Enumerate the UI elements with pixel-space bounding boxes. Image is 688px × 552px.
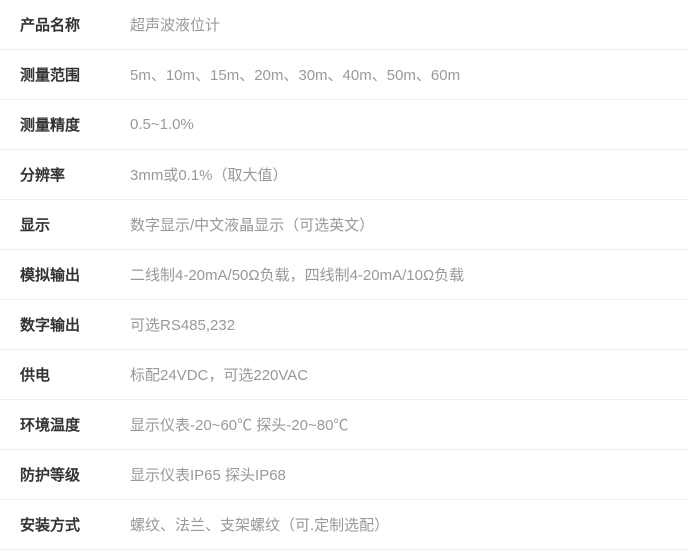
spec-label: 模拟输出 [20,264,130,285]
spec-value: 可选RS485,232 [130,314,668,335]
spec-value: 显示仪表IP65 探头IP68 [130,464,668,485]
spec-label: 分辨率 [20,164,130,185]
spec-table: 产品名称 超声波液位计 测量范围 5m、10m、15m、20m、30m、40m、… [0,0,688,550]
spec-label: 测量范围 [20,64,130,85]
spec-label: 产品名称 [20,14,130,35]
table-row: 测量精度 0.5~1.0% [0,100,688,150]
table-row: 分辨率 3mm或0.1%（取大值） [0,150,688,200]
table-row: 测量范围 5m、10m、15m、20m、30m、40m、50m、60m [0,50,688,100]
spec-value: 标配24VDC，可选220VAC [130,364,668,385]
table-row: 安装方式 螺纹、法兰、支架螺纹（可.定制选配） [0,500,688,550]
spec-label: 数字输出 [20,314,130,335]
table-row: 模拟输出 二线制4-20mA/50Ω负载，四线制4-20mA/10Ω负载 [0,250,688,300]
table-row: 防护等级 显示仪表IP65 探头IP68 [0,450,688,500]
spec-value: 超声波液位计 [130,14,668,35]
table-row: 供电 标配24VDC，可选220VAC [0,350,688,400]
spec-label: 显示 [20,214,130,235]
spec-value: 5m、10m、15m、20m、30m、40m、50m、60m [130,64,668,85]
spec-label: 测量精度 [20,114,130,135]
spec-value: 二线制4-20mA/50Ω负载，四线制4-20mA/10Ω负载 [130,264,668,285]
spec-label: 环境温度 [20,414,130,435]
spec-value: 0.5~1.0% [130,116,668,133]
spec-label: 供电 [20,364,130,385]
spec-label: 防护等级 [20,464,130,485]
table-row: 环境温度 显示仪表-20~60℃ 探头-20~80℃ [0,400,688,450]
spec-value: 螺纹、法兰、支架螺纹（可.定制选配） [130,514,668,535]
table-row: 产品名称 超声波液位计 [0,0,688,50]
spec-value: 数字显示/中文液晶显示（可选英文） [130,214,668,235]
spec-label: 安装方式 [20,514,130,535]
spec-value: 显示仪表-20~60℃ 探头-20~80℃ [130,414,668,435]
table-row: 数字输出 可选RS485,232 [0,300,688,350]
spec-value: 3mm或0.1%（取大值） [130,164,668,185]
table-row: 显示 数字显示/中文液晶显示（可选英文） [0,200,688,250]
